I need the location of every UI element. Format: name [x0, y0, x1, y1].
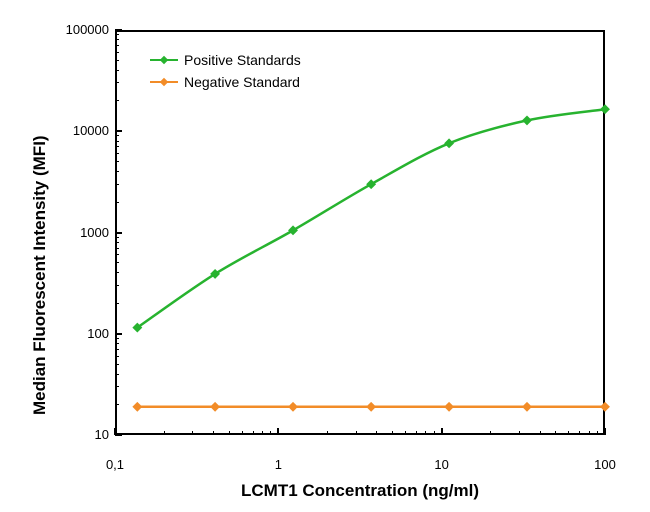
- series-marker: [522, 402, 532, 412]
- tick: [213, 431, 214, 435]
- tick: [115, 343, 119, 344]
- series-marker: [288, 402, 298, 412]
- tick: [597, 431, 598, 435]
- tick: [356, 431, 357, 435]
- tick: [115, 141, 119, 142]
- tick: [115, 333, 122, 335]
- series-line: [137, 109, 605, 327]
- tick: [441, 428, 443, 435]
- legend-line-icon: [150, 59, 178, 61]
- tick: [253, 431, 254, 435]
- series-marker: [288, 225, 298, 235]
- tick: [242, 431, 243, 435]
- tick: [277, 428, 279, 435]
- tick: [115, 60, 119, 61]
- legend-label: Positive Standards: [184, 52, 301, 68]
- series-marker: [600, 402, 610, 412]
- series-marker: [210, 402, 220, 412]
- tick: [115, 146, 119, 147]
- legend-marker-icon: [160, 78, 168, 86]
- tick: [115, 82, 119, 83]
- tick: [192, 431, 193, 435]
- tick: [115, 45, 119, 46]
- tick: [115, 184, 119, 185]
- series-marker: [522, 115, 532, 125]
- x-tick-label: 0,1: [95, 457, 135, 472]
- tick: [115, 338, 119, 339]
- tick: [115, 161, 119, 162]
- tick: [115, 34, 119, 35]
- y-tick-label: 1000: [80, 225, 109, 240]
- tick: [490, 431, 491, 435]
- legend-line-icon: [150, 81, 178, 83]
- tick: [270, 431, 271, 435]
- tick: [115, 404, 119, 405]
- tick: [115, 29, 122, 31]
- x-tick-label: 1: [258, 457, 298, 472]
- tick: [425, 431, 426, 435]
- tick: [115, 262, 119, 263]
- tick: [568, 431, 569, 435]
- tick: [405, 431, 406, 435]
- chart-container: Median Fluorescent Intensity (MFI) LCMT1…: [0, 0, 650, 512]
- tick: [164, 431, 165, 435]
- tick: [115, 242, 119, 243]
- tick: [579, 431, 580, 435]
- tick: [115, 135, 119, 136]
- x-tick-label: 10: [422, 457, 462, 472]
- tick: [115, 364, 119, 365]
- tick: [115, 70, 119, 71]
- tick: [115, 232, 122, 234]
- series-marker: [366, 402, 376, 412]
- tick: [115, 303, 119, 304]
- legend-item: Negative Standard: [150, 74, 301, 90]
- tick: [229, 431, 230, 435]
- tick: [115, 254, 119, 255]
- tick: [115, 285, 119, 286]
- tick: [115, 171, 119, 172]
- series-marker: [444, 402, 454, 412]
- tick: [115, 272, 119, 273]
- series-marker: [600, 104, 610, 114]
- tick: [115, 100, 119, 101]
- series-marker: [132, 402, 142, 412]
- legend: Positive Standards Negative Standard: [150, 52, 301, 96]
- tick: [115, 130, 122, 132]
- legend-item: Positive Standards: [150, 52, 301, 68]
- series-marker: [444, 138, 454, 148]
- tick: [115, 153, 119, 154]
- tick: [519, 431, 520, 435]
- tick: [540, 431, 541, 435]
- tick: [327, 431, 328, 435]
- tick: [115, 349, 119, 350]
- tick: [376, 431, 377, 435]
- tick: [115, 202, 119, 203]
- tick: [604, 428, 606, 435]
- tick: [416, 431, 417, 435]
- tick: [115, 248, 119, 249]
- y-tick-label: 10000: [73, 123, 109, 138]
- y-tick-label: 100000: [66, 22, 109, 37]
- tick: [115, 39, 119, 40]
- tick: [392, 431, 393, 435]
- y-tick-label: 100: [87, 326, 109, 341]
- tick: [434, 431, 435, 435]
- x-tick-label: 100: [585, 457, 625, 472]
- tick: [262, 431, 263, 435]
- legend-label: Negative Standard: [184, 74, 300, 90]
- y-tick-label: 10: [95, 427, 109, 442]
- tick: [115, 356, 119, 357]
- tick: [115, 52, 119, 53]
- tick: [555, 431, 556, 435]
- series-marker: [366, 179, 376, 189]
- legend-marker-icon: [160, 56, 168, 64]
- tick: [115, 374, 119, 375]
- tick: [589, 431, 590, 435]
- tick: [115, 237, 119, 238]
- tick: [115, 386, 119, 387]
- tick: [115, 434, 122, 436]
